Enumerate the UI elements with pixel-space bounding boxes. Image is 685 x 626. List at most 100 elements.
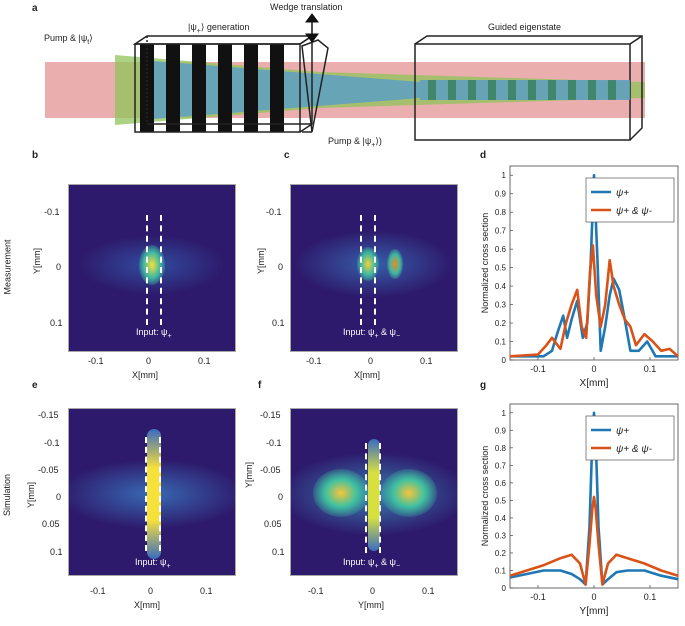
e-ytick: 0.05 [42, 519, 60, 529]
f-ytick: 0.1 [272, 547, 285, 557]
panel-d-letter: d [480, 150, 487, 161]
c-xtick: -0.1 [306, 356, 322, 366]
b-ytick: -0.1 [44, 207, 60, 217]
series-line-2 [509, 244, 679, 358]
y-tick-label: 0.6 [495, 245, 507, 254]
f-xtick: 0 [370, 586, 376, 596]
y-tick-label: 0.1 [495, 338, 507, 347]
guided-label: Guided eigenstate [488, 22, 562, 32]
e-ytick: -0.1 [44, 438, 60, 448]
y-tick-label: 0.2 [495, 319, 507, 328]
y-tick-label: 0.5 [495, 264, 507, 273]
y-tick-label: 0.3 [495, 301, 507, 310]
row-label-simulation: Simulation [2, 473, 13, 517]
series-line-1 [510, 173, 678, 358]
b-xtick: 0 [146, 356, 152, 366]
e-ytick: -0.15 [38, 410, 59, 420]
heatmap-f-input: Input: ψ+ & ψ− [343, 557, 401, 570]
pump-left-label: Pump & |ψt⟩ [44, 33, 93, 46]
f-xtick: -0.1 [308, 586, 324, 596]
y-axis-label: Normalized cross section [480, 213, 490, 314]
e-ylabel: Y[mm] [26, 482, 36, 508]
y-tick-label: 0 [502, 356, 507, 365]
f-ytick: -0.15 [260, 410, 281, 420]
y-tick-label: 1 [502, 171, 507, 180]
e-ytick: -0.05 [38, 465, 59, 475]
pump-right-label: Pump & |ψ+⟩) [328, 136, 382, 149]
wedge-label: Wedge translation [270, 2, 343, 12]
f-ytick: -0.1 [266, 438, 282, 448]
heatmap-b-input: Input: ψ+ [136, 327, 172, 340]
e-xtick: 0.1 [200, 586, 213, 596]
y-tick-label: 0.9 [495, 426, 507, 435]
y-tick-label: 0.4 [495, 514, 507, 523]
b-ytick: 0 [56, 262, 62, 272]
x-tick-label: 0 [591, 364, 596, 374]
heatmap-f: Input: ψ+ & ψ− [290, 408, 458, 576]
y-tick-label: 0.5 [495, 496, 507, 505]
guided-segments [420, 80, 630, 100]
y-tick-label: 0.2 [495, 549, 507, 558]
heatmap-b: Input: ψ+ [68, 184, 236, 352]
legend-label: ψ+ & ψ- [616, 206, 653, 217]
generation-label: |ψ+⟩ generation [188, 22, 250, 35]
e-xtick: 0 [148, 586, 154, 596]
row-label-measurement: Measurement [2, 239, 13, 295]
x-axis-label: Y[mm] [580, 606, 609, 617]
f-xtick: 0.1 [422, 586, 435, 596]
x-tick-label: -0.1 [530, 364, 546, 374]
b-ylabel: Y[mm] [32, 248, 42, 274]
panel-g-letter: g [480, 380, 487, 391]
y-tick-label: 0.7 [495, 461, 507, 470]
f-ytick: 0.05 [264, 519, 282, 529]
e-ytick: 0 [56, 492, 62, 502]
f-ytick: -0.05 [260, 465, 281, 475]
f-xlabel: Y[mm] [358, 600, 384, 610]
y-tick-label: 0.8 [495, 444, 507, 453]
y-tick-label: 0.1 [495, 566, 507, 575]
y-tick-label: 0.6 [495, 479, 507, 488]
panel-c-letter: c [284, 150, 290, 161]
legend-box [585, 177, 675, 223]
c-xtick: 0 [368, 356, 374, 366]
f-ylabel: Y[mm] [244, 462, 254, 488]
chart-d: 0 0.1 0.2 0.3 0.4 0.5 0.6 0.7 0.8 0.9 1 -0.1 0 0.1 X[m… [480, 165, 679, 389]
c-xtick: 0.1 [420, 356, 433, 366]
generation-crystal [132, 34, 315, 133]
f-ytick: 0 [278, 492, 284, 502]
legend-label: ψ+ & ψ- [616, 444, 653, 455]
y-axis-label: Normalized cross section [480, 446, 490, 547]
legend-label: ψ+ [616, 188, 629, 199]
heatmap-c-input: Input: ψ+ & ψ− [343, 327, 401, 340]
b-ytick: 0.1 [50, 318, 63, 328]
x-tick-label: 0 [591, 592, 596, 602]
y-tick-label: 0 [502, 584, 507, 593]
e-xlabel: X[mm] [134, 600, 160, 610]
wedge [301, 39, 329, 133]
b-xlabel: X[mm] [132, 370, 158, 380]
y-tick-label: 0.7 [495, 227, 507, 236]
x-tick-label: 0.1 [644, 364, 657, 374]
setup-schematic [45, 13, 645, 141]
b-xtick: 0.1 [198, 356, 211, 366]
panel-f-letter: f [258, 380, 262, 391]
legend-box [585, 415, 675, 461]
chart-g: 0 0.1 0.2 0.3 0.4 0.5 0.6 0.7 0.8 0.9 1 -0.1 0 0.1 Y[m… [480, 403, 679, 617]
e-ytick: 0.1 [50, 547, 63, 557]
heatmap-c: Input: ψ+ & ψ− [290, 184, 458, 352]
legend-label: ψ+ [616, 426, 629, 437]
c-ytick: -0.1 [266, 207, 282, 217]
y-tick-label: 0.9 [495, 190, 507, 199]
c-ytick: 0.1 [272, 318, 285, 328]
e-xtick: -0.1 [90, 586, 106, 596]
y-tick-label: 0.8 [495, 208, 507, 217]
series-line-1 [509, 411, 679, 586]
b-xtick: -0.1 [88, 356, 104, 366]
wedge-arrow-icon [305, 13, 319, 43]
series-line-2 [509, 495, 679, 586]
x-tick-label: -0.1 [530, 592, 546, 602]
c-ylabel: Y[mm] [256, 248, 266, 274]
panel-a-letter: a [32, 3, 38, 14]
heatmap-e: Input: ψ+ [68, 408, 236, 576]
y-tick-label: 0.4 [495, 282, 507, 291]
